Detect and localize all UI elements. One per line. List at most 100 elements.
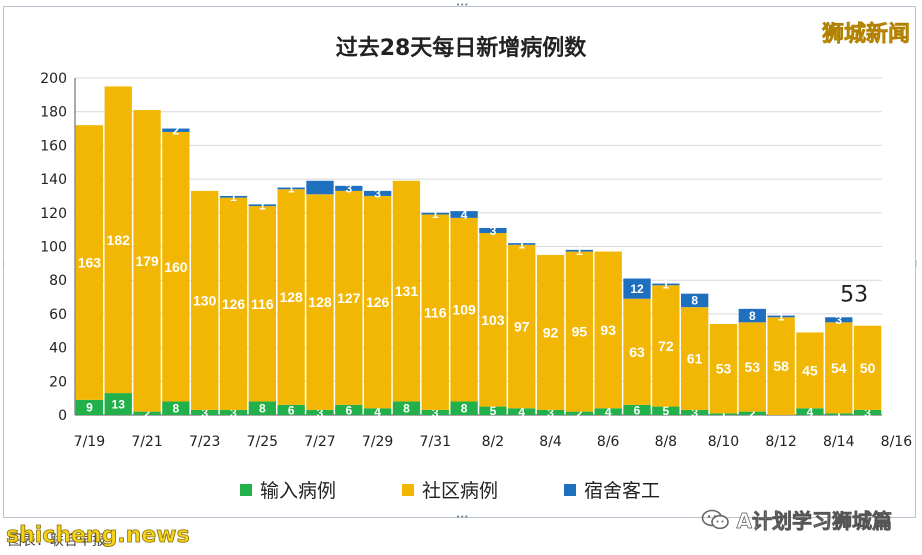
data-label-community: 130 <box>193 292 217 308</box>
legend-swatch-imported <box>240 483 252 496</box>
wechat-icon <box>701 509 729 529</box>
data-label-imported: 2 <box>144 407 151 421</box>
data-label-community: 93 <box>600 322 616 338</box>
x-tick-label: 7/23 <box>189 434 220 450</box>
x-tick-label: 8/10 <box>708 434 739 450</box>
x-tick-label: 7/31 <box>420 434 451 450</box>
x-tick-label: 8/16 <box>881 434 913 450</box>
data-label-imported: 13 <box>112 397 126 411</box>
y-tick-label: 160 <box>40 138 67 154</box>
bar-imported <box>277 404 305 415</box>
legend-label-imported: 输入病例 <box>260 480 337 502</box>
data-label-dormitory: 1 <box>778 310 785 324</box>
legend-label-dormitory: 宿舍客工 <box>584 480 661 502</box>
bar-community <box>853 325 882 410</box>
bar-imported <box>623 404 651 415</box>
y-tick-label: 200 <box>40 71 67 87</box>
data-label-imported: 5 <box>662 404 669 418</box>
data-label-dormitory: 8 <box>749 309 756 323</box>
bar-imported <box>652 406 680 415</box>
data-label-dormitory: 1 <box>432 207 439 221</box>
data-label-dormitory: 3 <box>345 182 352 196</box>
data-label-imported: 6 <box>288 403 295 417</box>
bar-dormitory <box>825 317 853 323</box>
data-label-community: 126 <box>222 296 246 312</box>
bar-imported <box>162 401 190 415</box>
data-label-community: 53 <box>716 361 732 377</box>
frame-handle-top[interactable]: ••• <box>456 1 469 9</box>
data-label-imported: 4 <box>518 405 525 419</box>
bar-dormitory <box>306 180 334 195</box>
data-label-imported: 4 <box>374 405 381 419</box>
bar-community <box>162 131 190 402</box>
x-tick-label: 8/6 <box>597 434 620 450</box>
data-label-imported: 4 <box>807 405 814 419</box>
data-label-community: 128 <box>308 294 332 310</box>
x-tick-label: 7/27 <box>304 434 335 450</box>
bar-imported <box>853 409 882 415</box>
bar-imported <box>796 408 824 415</box>
bar-dormitory <box>565 249 594 252</box>
bar-imported <box>508 408 536 415</box>
x-tick-label: 8/4 <box>539 434 562 450</box>
y-tick-label: 20 <box>49 374 67 390</box>
data-label-community: 97 <box>514 319 530 335</box>
data-label-imported: 3 <box>317 406 324 420</box>
bar-imported <box>392 401 421 415</box>
data-label-community: 95 <box>572 324 588 340</box>
data-label-imported: 8 <box>461 402 468 416</box>
bar-community <box>594 251 622 409</box>
bar-dormitory <box>219 195 248 198</box>
x-tick-label: 7/29 <box>362 434 393 450</box>
legend-item-dormitory: 宿舍客工 <box>564 476 660 503</box>
data-label-imported: 3 <box>432 406 439 420</box>
frame-handle-right[interactable]: ⋮ <box>913 260 920 268</box>
frame-handle-bottom[interactable]: ••• <box>456 513 469 521</box>
data-label-community: 58 <box>773 358 789 374</box>
bar-community <box>392 180 421 402</box>
data-label-imported: 3 <box>864 406 871 420</box>
bar-imported <box>363 408 392 415</box>
y-tick-label: 0 <box>58 408 67 424</box>
bar-imported <box>681 409 709 415</box>
bar-community <box>450 217 478 402</box>
data-label-community: 127 <box>337 290 361 306</box>
bar-community <box>479 233 507 407</box>
bar-community <box>335 190 363 405</box>
bar-dormitory <box>652 283 680 286</box>
bar-community <box>219 197 248 410</box>
bar-imported <box>565 411 594 415</box>
bar-community <box>306 194 334 410</box>
data-label-community: 50 <box>860 360 876 376</box>
bar-community <box>536 254 565 410</box>
bar-community <box>133 110 161 412</box>
data-label-dormitory: 1 <box>662 278 669 292</box>
data-label-community: 128 <box>279 289 303 305</box>
data-label-imported: 2 <box>749 407 756 421</box>
data-label-imported: 4 <box>605 405 612 419</box>
data-label-dormitory: 4 <box>461 208 468 222</box>
data-label-imported: 8 <box>173 402 180 416</box>
bar-community <box>738 322 766 412</box>
bar-dormitory <box>277 187 305 190</box>
data-label-imported: 1 <box>835 407 842 421</box>
data-label-imported: 3 <box>691 406 698 420</box>
data-label-dormitory: 1 <box>230 190 237 204</box>
data-label-community: 126 <box>366 294 390 310</box>
data-label-imported: 6 <box>345 403 352 417</box>
frame-handle-left[interactable]: ⋮ <box>0 260 7 268</box>
bar-imported <box>825 413 853 415</box>
data-label-imported: 1 <box>720 407 727 421</box>
brand-logo-text: 狮城新闻 <box>821 22 911 48</box>
x-tick-label: 8/14 <box>823 434 855 450</box>
data-label-community: 109 <box>452 302 476 318</box>
legend-item-imported: 输入病例 <box>240 476 336 503</box>
wechat-account-name: A计划学习狮城篇 <box>736 509 892 534</box>
data-label-dormitory: 12 <box>630 282 644 296</box>
bar-imported <box>738 411 766 415</box>
legend-label-community: 社区病例 <box>422 480 499 502</box>
bar-dormitory <box>421 212 449 215</box>
data-label-imported: 6 <box>634 403 641 417</box>
bar-imported <box>75 399 104 415</box>
